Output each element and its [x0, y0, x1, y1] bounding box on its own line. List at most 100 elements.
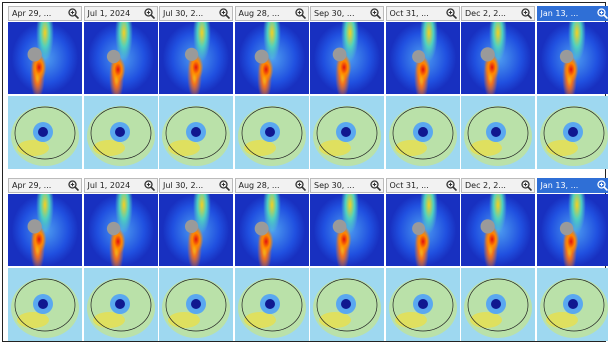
date-label: Jan 13, ...: [541, 9, 579, 18]
date-label: Aug 28, ...: [239, 9, 280, 18]
circle-map: [235, 268, 309, 341]
date-header[interactable]: Apr 29, ...: [8, 6, 82, 21]
date-header[interactable]: Dec 2, 2...: [461, 178, 535, 193]
zoom-button[interactable]: [446, 180, 457, 191]
date-label: Jul 30, 2...: [163, 9, 203, 18]
circle-grid: [159, 96, 233, 169]
date-label: Dec 2, 2...: [465, 9, 506, 18]
zoom-button[interactable]: [597, 8, 608, 19]
circle-grid: [84, 96, 158, 169]
scan-column: Apr 29, ...: [8, 6, 82, 169]
thickness-map: [159, 22, 233, 94]
circle-grid: [537, 96, 608, 169]
date-label: Dec 2, 2...: [465, 181, 506, 190]
thickness-map: [310, 22, 384, 94]
circle-grid: [537, 268, 608, 341]
date-header[interactable]: Jan 13, ...: [537, 178, 608, 193]
circle-grid: [159, 268, 233, 341]
scan-column: Dec 2, 2...: [461, 6, 535, 169]
date-label: Apr 29, ...: [12, 9, 51, 18]
thickness-map: [159, 194, 233, 266]
circle-map: [386, 96, 460, 169]
date-header[interactable]: Jul 30, 2...: [159, 178, 233, 193]
scan-column: Apr 29, ...: [8, 178, 82, 341]
date-header[interactable]: Sep 30, ...: [310, 178, 384, 193]
date-header[interactable]: Oct 31, ...: [386, 178, 460, 193]
scan-column: Jul 1, 2024: [84, 178, 158, 341]
date-label: Oct 31, ...: [390, 9, 429, 18]
scan-column: Oct 31, ...: [386, 6, 460, 169]
zoom-button[interactable]: [295, 8, 306, 19]
zoom-button[interactable]: [144, 180, 155, 191]
scan-panel: Apr 29, ... Jul 1, 2024 Jul 30, 2... Aug 28…: [8, 6, 608, 169]
date-header[interactable]: Jul 30, 2...: [159, 6, 233, 21]
scan-column: Aug 28, ...: [235, 178, 309, 341]
date-label: Sep 30, ...: [314, 9, 355, 18]
date-header[interactable]: Jul 1, 2024: [84, 178, 158, 193]
zoom-button[interactable]: [446, 8, 457, 19]
date-label: Oct 31, ...: [390, 181, 429, 190]
thickness-map: [461, 194, 535, 266]
date-header[interactable]: Aug 28, ...: [235, 6, 309, 21]
thickness-map: [84, 22, 158, 94]
zoom-button[interactable]: [219, 8, 230, 19]
circle-map: [159, 268, 233, 341]
zoom-button[interactable]: [144, 8, 155, 19]
circle-map: [461, 96, 535, 169]
date-label: Apr 29, ...: [12, 181, 51, 190]
zoom-button[interactable]: [370, 8, 381, 19]
circle-map: [310, 268, 384, 341]
circle-map: [84, 268, 158, 341]
thickness-map: [8, 22, 82, 94]
date-header[interactable]: Dec 2, 2...: [461, 6, 535, 21]
date-label: Aug 28, ...: [239, 181, 280, 190]
scan-column: Aug 28, ...: [235, 6, 309, 169]
circle-map: [461, 268, 535, 341]
thickness-map: [84, 194, 158, 266]
thickness-map: [461, 22, 535, 94]
zoom-button[interactable]: [295, 180, 306, 191]
date-label: Jan 13, ...: [541, 181, 579, 190]
date-header[interactable]: Oct 31, ...: [386, 6, 460, 21]
circle-grid: [461, 96, 535, 169]
scan-column: Sep 30, ...: [310, 178, 384, 341]
circle-map: [8, 96, 82, 169]
zoom-button[interactable]: [597, 180, 608, 191]
circle-grid: [84, 268, 158, 341]
zoom-button[interactable]: [370, 180, 381, 191]
scan-column: Sep 30, ...: [310, 6, 384, 169]
date-header[interactable]: Sep 30, ...: [310, 6, 384, 21]
circle-map: [235, 96, 309, 169]
scan-column: Jul 30, 2...: [159, 178, 233, 341]
zoom-button[interactable]: [68, 8, 79, 19]
circle-grid: [386, 96, 460, 169]
scan-column: Oct 31, ...: [386, 178, 460, 341]
date-header[interactable]: Jan 13, ...: [537, 6, 608, 21]
thickness-map: [310, 194, 384, 266]
circle-map: [537, 96, 608, 169]
date-label: Sep 30, ...: [314, 181, 355, 190]
thickness-map: [235, 22, 309, 94]
circle-map: [386, 268, 460, 341]
zoom-button[interactable]: [68, 180, 79, 191]
scan-panel: Apr 29, ... Jul 1, 2024 Jul 30, 2... Aug 28…: [8, 178, 608, 341]
scan-column: Jan 13, ...: [537, 6, 608, 169]
thickness-map: [8, 194, 82, 266]
circle-grid: [386, 268, 460, 341]
date-header[interactable]: Jul 1, 2024: [84, 6, 158, 21]
thickness-map: [386, 22, 460, 94]
thickness-map: [235, 194, 309, 266]
thickness-map: [386, 194, 460, 266]
date-header[interactable]: Apr 29, ...: [8, 178, 82, 193]
scan-column: Dec 2, 2...: [461, 178, 535, 341]
circle-grid: [310, 268, 384, 341]
zoom-button[interactable]: [219, 180, 230, 191]
circle-map: [159, 96, 233, 169]
date-label: Jul 30, 2...: [163, 181, 203, 190]
date-header[interactable]: Aug 28, ...: [235, 178, 309, 193]
zoom-button[interactable]: [521, 8, 532, 19]
zoom-button[interactable]: [521, 180, 532, 191]
circle-grid: [461, 268, 535, 341]
date-label: Jul 1, 2024: [88, 9, 131, 18]
circle-map: [8, 268, 82, 341]
